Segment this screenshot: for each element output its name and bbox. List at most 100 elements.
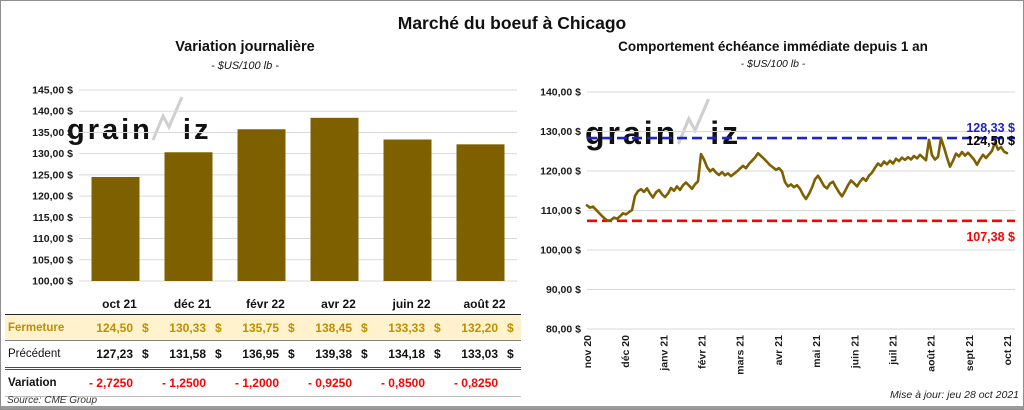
quote-table: oct 21 déc 21 févr 22 avr 22 juin 22 août 22 F… <box>5 293 521 397</box>
cell-value: 131,58 $ <box>156 347 229 361</box>
cell-number: 135,75 <box>242 320 279 335</box>
column-header: août 22 <box>463 296 506 311</box>
line-chart-area: grain iz 80,00 $ 90,00 $ 100,00 $ 110,00 $ 1… <box>525 77 1021 389</box>
updated-note: Mise à jour: jeu 28 oct 2021 <box>890 389 1019 401</box>
x-axis-label: juin 21 <box>849 335 861 369</box>
currency-symbol: $ <box>434 347 441 361</box>
currency-symbol: $ <box>142 320 149 335</box>
cell-value: 133,33 $ <box>375 321 448 335</box>
cell-number: 133,33 <box>388 320 425 335</box>
x-axis-label: nov 20 <box>582 335 594 368</box>
y-axis-label: 120,00 $ <box>32 191 73 203</box>
watermark-text: grain <box>67 114 153 146</box>
y-axis-label: 140,00 $ <box>540 87 581 99</box>
column-header: déc 21 <box>173 296 212 311</box>
currency-symbol: $ <box>288 320 295 335</box>
cell-value: 139,38 $ <box>302 347 375 361</box>
cell-number: 132,20 <box>461 320 498 335</box>
table-row: Précédent 127,23 $131,58 $136,95 $139,38 $134… <box>5 341 521 370</box>
y-axis-label: 135,00 $ <box>32 127 73 139</box>
cell-value: 133,03 $ <box>448 347 521 361</box>
x-axis-label: sept 21 <box>964 335 976 371</box>
cell-value: 127,23 $ <box>83 347 156 361</box>
cell-number: 139,38 <box>315 347 352 361</box>
y-axis-label: 130,00 $ <box>32 148 73 160</box>
cell-number: 127,23 <box>96 347 133 361</box>
y-axis-label: 105,00 $ <box>32 254 73 266</box>
y-axis-label: 125,00 $ <box>32 169 73 181</box>
cell-number: 134,18 <box>388 347 425 361</box>
currency-symbol: $ <box>434 320 441 335</box>
annotation-last: 124,50 $ <box>966 134 1015 148</box>
cell-number: - 0,8500 <box>380 376 425 390</box>
x-axis-label: déc 20 <box>620 335 632 368</box>
bar <box>237 129 286 281</box>
front-month-panel: Comportement échéance immédiate depuis 1… <box>525 39 1021 407</box>
cell-number: 138,45 <box>315 320 352 335</box>
y-axis-label: 140,00 $ <box>32 106 73 118</box>
currency-symbol: $ <box>507 347 514 361</box>
y-axis-label: 130,00 $ <box>540 126 581 138</box>
currency-symbol: $ <box>361 347 368 361</box>
cell-number: 131,58 <box>169 347 206 361</box>
cell-value: 136,95 $ <box>229 347 302 361</box>
x-axis-label: janv 21 <box>658 335 670 372</box>
annotation-high: 128,33 $ <box>966 121 1015 135</box>
y-axis-label: 100,00 $ <box>32 276 73 288</box>
bar-chart: 100,00 $ 105,00 $ 110,00 $ 115,00 $ 120,00 $… <box>32 85 517 288</box>
price-line <box>585 136 1009 223</box>
x-axis-label: mars 21 <box>735 335 747 375</box>
cell-value: 124,50 $ <box>83 321 156 335</box>
currency-symbol: $ <box>215 320 222 335</box>
watermark-text: iz <box>182 114 212 146</box>
bar-chart-title: Variation journalière <box>175 39 315 55</box>
row-label: Fermeture <box>8 321 65 334</box>
currency-symbol: $ <box>142 347 149 361</box>
cell-value: - 1,2500 <box>156 376 229 390</box>
bar <box>456 144 505 281</box>
cell-number: 136,95 <box>242 347 279 361</box>
line-chart-subtitle: - $US/100 lb - <box>740 58 806 70</box>
row-label: Variation <box>8 377 57 389</box>
table-row: Variation - 2,7250 - 1,2500 - 1,2000 - 0,925… <box>5 370 521 397</box>
cell-number: 124,50 <box>96 320 133 335</box>
y-axis-label: 100,00 $ <box>540 245 581 257</box>
watermark-spike-icon <box>151 96 184 141</box>
cell-number: - 1,2500 <box>161 376 206 390</box>
cell-value: 135,75 $ <box>229 321 302 335</box>
x-axis-label: mai 21 <box>811 335 823 368</box>
bar <box>310 117 359 281</box>
cell-value: - 1,2000 <box>229 376 302 390</box>
x-axis-label: avr 21 <box>773 335 785 366</box>
cell-value: - 2,7250 <box>83 376 156 390</box>
row-label: Précédent <box>8 348 61 360</box>
x-axis-label: oct 21 <box>1002 335 1014 366</box>
source-note: Source: CME Group <box>7 395 98 406</box>
watermark-text: iz <box>710 115 742 151</box>
cell-number: 133,03 <box>461 347 498 361</box>
y-axis-label: 80,00 $ <box>546 324 581 336</box>
x-axis-label: août 21 <box>926 335 938 372</box>
bar-chart-subtitle: - $US/100 lb - <box>211 60 279 72</box>
cell-number: - 2,7250 <box>88 376 133 390</box>
cell-value: - 0,8500 <box>375 376 448 390</box>
y-axis-label: 110,00 $ <box>33 233 73 245</box>
currency-symbol: $ <box>507 320 514 335</box>
currency-symbol: $ <box>288 347 295 361</box>
annotation-low: 107,38 $ <box>966 230 1015 244</box>
column-header: juin 22 <box>392 296 431 311</box>
bar <box>383 139 432 281</box>
bar-chart-area: grain iz 100,00 $ 105,00 $ 110,00 $ 115,00 … <box>5 77 521 291</box>
daily-variation-panel: Variation journalière - $US/100 lb - gra… <box>5 39 521 407</box>
y-axis-label: 115,00 $ <box>33 212 73 224</box>
x-axis-label: févr 21 <box>697 335 709 369</box>
x-axis-label: juil 21 <box>887 335 899 366</box>
y-axis-label: 90,00 $ <box>546 284 581 296</box>
y-axis-label: 110,00 $ <box>541 205 581 217</box>
cell-value: 138,45 $ <box>302 321 375 335</box>
cell-number: - 0,8250 <box>453 376 498 390</box>
cell-value: - 0,8250 <box>448 376 521 390</box>
cell-value: 132,20 $ <box>448 321 521 335</box>
line-chart-title: Comportement échéance immédiate depuis 1… <box>618 39 928 54</box>
